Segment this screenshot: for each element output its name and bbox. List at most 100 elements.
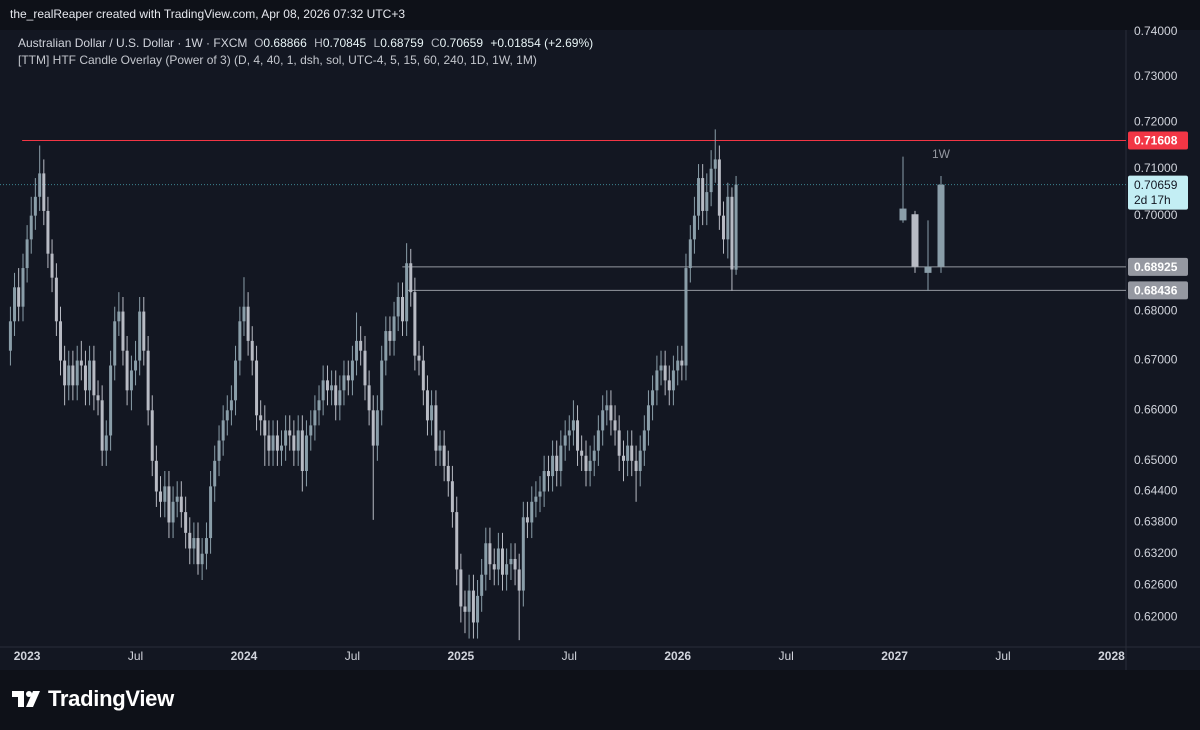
candle-body	[71, 365, 75, 386]
candle-body	[646, 405, 650, 431]
candle-body	[488, 543, 492, 565]
candle-body	[33, 196, 37, 216]
candle-body	[38, 173, 42, 197]
ohlc-label: L	[373, 36, 381, 50]
candle-body	[513, 558, 517, 570]
y-tick-label: 0.73000	[1134, 69, 1178, 83]
candle-body	[721, 215, 725, 240]
candle-body	[163, 486, 167, 502]
candle-body	[455, 512, 459, 570]
y-tick-label: 0.67000	[1134, 353, 1178, 367]
candle-body	[355, 340, 359, 361]
candle-body	[146, 350, 150, 411]
candle-body	[209, 486, 213, 539]
candle-body	[726, 196, 730, 240]
candle-body	[500, 548, 504, 575]
candle-body	[96, 395, 100, 401]
candle-body	[425, 390, 429, 421]
last-price-label: 0.70659	[1134, 178, 1178, 192]
candle-body	[325, 380, 329, 391]
overlay-label: 1W	[932, 147, 951, 161]
candle-body	[342, 375, 346, 391]
candle-body	[467, 590, 471, 612]
symbol: Australian Dollar / U.S. Dollar · 1W · F…	[18, 36, 248, 50]
candle-body	[530, 501, 534, 523]
indicator: [TTM] HTF Candle Overlay (Power of 3) (D…	[18, 53, 537, 67]
candle-body	[705, 192, 709, 211]
brand: TradingView	[48, 686, 174, 711]
candle-body	[630, 445, 634, 461]
candle-body	[167, 486, 171, 523]
last-price-box	[1128, 175, 1188, 210]
candle-body	[396, 296, 400, 317]
candle-body	[359, 340, 363, 351]
countdown: 2d 17h	[1134, 193, 1171, 207]
candle-body	[271, 435, 275, 451]
candle-body	[617, 430, 621, 456]
legend: Australian Dollar / U.S. Dollar · 1W · F…	[18, 36, 597, 50]
candle-body	[430, 405, 434, 421]
candle-body	[463, 606, 467, 612]
candle-body	[471, 590, 475, 623]
candle-body	[88, 360, 92, 391]
candle-body	[622, 455, 626, 461]
candle-body	[229, 400, 233, 411]
candle-body	[446, 465, 450, 482]
y-tick-label: 0.63200	[1134, 546, 1178, 560]
candle-body	[213, 460, 217, 487]
candle-body	[517, 569, 521, 591]
ohlc-label: H	[314, 36, 323, 50]
candle-body	[634, 460, 638, 472]
candle-body	[492, 564, 496, 570]
candle-body	[459, 569, 463, 607]
candle-body	[175, 496, 179, 502]
candle-body	[217, 440, 221, 461]
ohlc-value: 0.70845	[322, 36, 367, 50]
candle-body	[300, 430, 304, 472]
candle-body	[713, 159, 717, 169]
candle-body	[259, 415, 263, 421]
candle-body	[588, 460, 592, 472]
candle-body	[409, 263, 413, 293]
candle-body	[609, 405, 613, 421]
candle-body	[525, 517, 529, 523]
y-tick-label: 0.72000	[1134, 115, 1178, 129]
candle-body	[509, 558, 513, 565]
overlay-body	[899, 208, 907, 221]
candle-body	[42, 173, 46, 211]
candle-body	[442, 445, 446, 466]
candle-body	[392, 316, 396, 341]
candle-body	[638, 450, 642, 472]
candle-body	[154, 460, 158, 492]
candle-body	[688, 239, 692, 269]
credit: the_realReaper created with TradingView.…	[10, 7, 406, 21]
candle-body	[238, 321, 242, 361]
candle-body	[405, 263, 409, 322]
y-tick-label: 0.70000	[1134, 208, 1178, 222]
ohlc-value: 0.68759	[380, 36, 424, 50]
candle-body	[150, 410, 154, 461]
candle-body	[225, 410, 229, 421]
candle-body	[484, 543, 488, 575]
candle-body	[280, 445, 283, 451]
candle-body	[421, 360, 425, 391]
candle-body	[701, 178, 705, 211]
candle-body	[480, 574, 484, 596]
overlay-body	[911, 214, 919, 267]
candle-body	[75, 360, 79, 386]
candle-body	[655, 370, 659, 391]
candle-body	[8, 321, 12, 351]
x-tick-label: 2025	[448, 649, 475, 663]
y-tick-label: 0.71000	[1134, 161, 1178, 175]
candle-body	[546, 471, 550, 477]
candle-body	[717, 159, 721, 216]
candle-body	[109, 365, 113, 436]
level-price-box	[1128, 281, 1188, 300]
candle-body	[667, 380, 671, 391]
candle-body	[697, 178, 701, 216]
candle-body	[309, 425, 313, 436]
level-price-box	[1128, 131, 1188, 150]
candle-body	[13, 287, 17, 322]
